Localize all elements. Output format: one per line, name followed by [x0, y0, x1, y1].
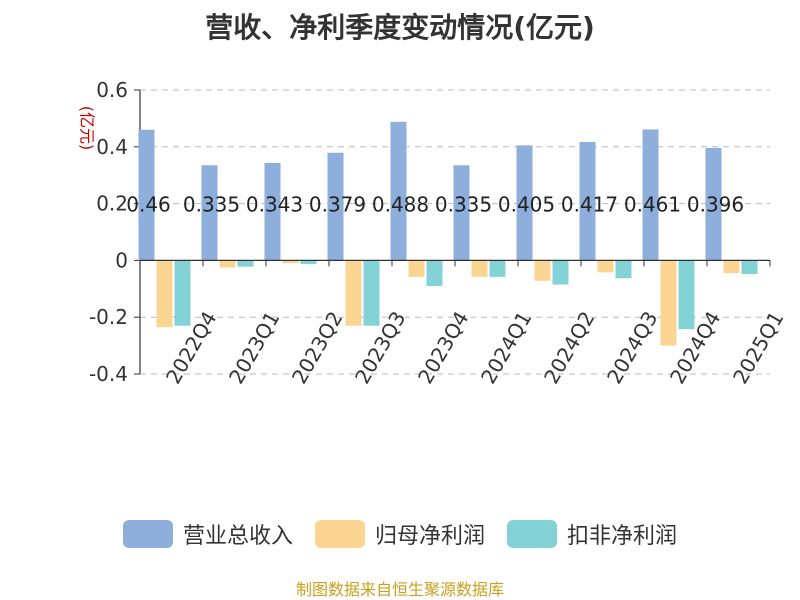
data-label: 0.379 — [309, 193, 366, 217]
data-label: 0.396 — [687, 193, 744, 217]
y-tick-label: -0.4 — [89, 362, 128, 386]
bar-adjusted-net-profit — [237, 260, 254, 267]
bar-revenue — [390, 121, 407, 261]
data-label: 0.335 — [183, 193, 240, 217]
y-tick-label: 0.6 — [96, 78, 128, 102]
bar-net-profit — [219, 260, 236, 268]
legend: 营业总收入 归母净利润 扣非净利润 — [0, 518, 800, 550]
bar-adjusted-net-profit — [426, 260, 443, 286]
legend-swatch — [507, 520, 557, 548]
y-tick-label: 0.2 — [96, 192, 128, 216]
bar-revenue — [138, 129, 155, 261]
bar-revenue — [201, 165, 218, 261]
x-tick-label: 2024Q1 — [476, 307, 536, 388]
bar-adjusted-net-profit — [489, 260, 506, 277]
bar-revenue — [264, 162, 281, 261]
data-label: 0.488 — [372, 193, 429, 217]
y-tick-label: 0.4 — [96, 135, 128, 159]
y-tick-label: 0 — [115, 248, 128, 272]
bar-revenue — [453, 165, 470, 261]
bar-net-profit — [408, 260, 425, 277]
bar-adjusted-net-profit — [678, 260, 695, 330]
chart-title: 营收、净利季度变动情况(亿元) — [205, 11, 595, 44]
bar-adjusted-net-profit — [552, 260, 569, 285]
legend-label: 营业总收入 — [182, 524, 293, 549]
bar-net-profit — [345, 260, 362, 326]
data-label: 0.405 — [498, 193, 555, 217]
bar-adjusted-net-profit — [615, 260, 632, 279]
bar-adjusted-net-profit — [741, 260, 758, 275]
data-label: 0.46 — [126, 193, 171, 217]
source-note: 制图数据来自恒生聚源数据库 — [295, 580, 504, 599]
data-label: 0.335 — [435, 193, 492, 217]
data-label: 0.343 — [246, 193, 303, 217]
legend-item[interactable]: 营业总收入 — [122, 518, 293, 550]
bar-net-profit — [282, 260, 299, 264]
x-tick-label: 2023Q2 — [287, 307, 347, 388]
x-tick-label: 2025Q1 — [728, 307, 788, 388]
legend-item[interactable]: 归母净利润 — [314, 518, 485, 550]
bar-net-profit — [723, 260, 740, 274]
bar-net-profit — [660, 260, 677, 346]
bar-revenue — [327, 152, 344, 261]
y-tick-label: -0.2 — [89, 305, 128, 329]
data-label: 0.417 — [561, 193, 618, 217]
bar-net-profit — [471, 260, 488, 277]
x-tick-label: 2024Q2 — [539, 307, 599, 388]
legend-swatch — [314, 520, 365, 548]
bar-revenue — [579, 141, 596, 261]
bar-net-profit — [156, 260, 173, 328]
data-label: 0.461 — [624, 193, 681, 217]
bar-revenue — [516, 145, 533, 261]
bar-net-profit — [597, 260, 614, 273]
bar-revenue — [642, 129, 659, 261]
x-tick-label: 2024Q3 — [602, 307, 662, 388]
legend-swatch — [122, 520, 173, 548]
legend-label: 归母净利润 — [374, 524, 485, 549]
x-tick-label: 2023Q1 — [224, 307, 284, 388]
x-tick-label: 2023Q4 — [413, 307, 473, 388]
bar-adjusted-net-profit — [174, 260, 191, 326]
bar-adjusted-net-profit — [300, 260, 317, 265]
bar-net-profit — [534, 260, 551, 281]
legend-label: 扣非净利润 — [567, 524, 678, 549]
bar-adjusted-net-profit — [363, 260, 380, 326]
legend-item[interactable]: 扣非净利润 — [507, 518, 677, 550]
bar-revenue — [705, 147, 722, 261]
